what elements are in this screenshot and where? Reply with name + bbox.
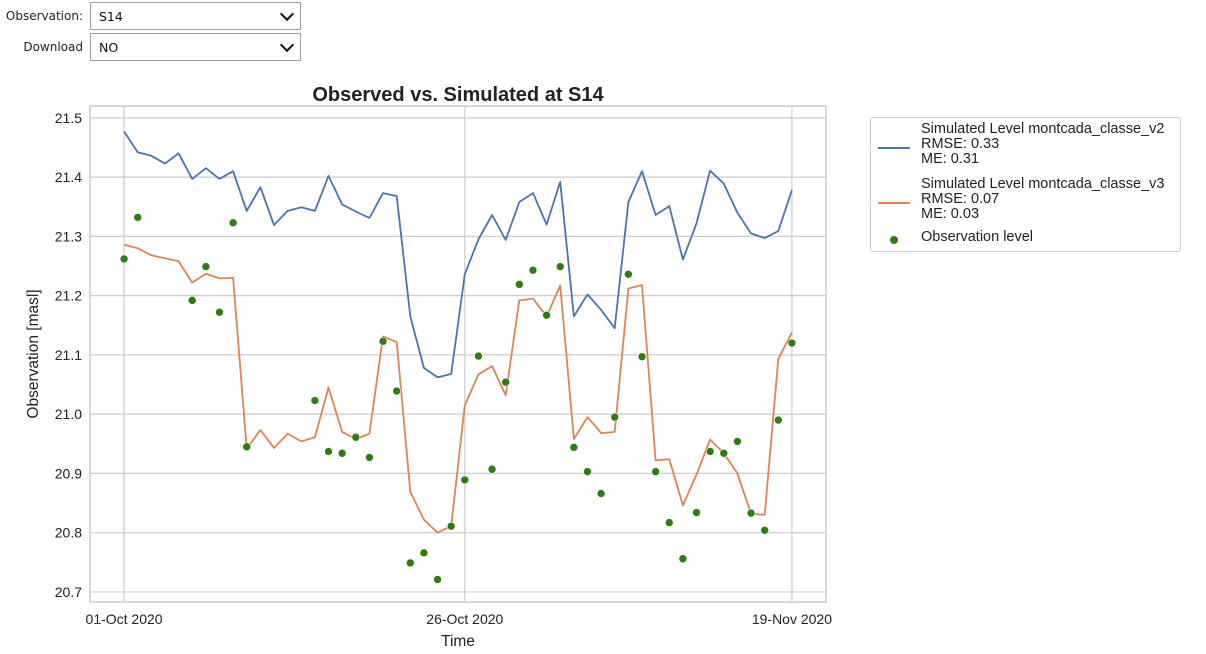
download-label: Download (23, 40, 83, 54)
y-tick-label: 21.4 (55, 169, 82, 185)
download-value: NO (99, 39, 119, 55)
observation-point (378, 336, 388, 346)
observation-point (433, 575, 442, 584)
x-tick-label: 26-Oct 2020 (426, 611, 503, 627)
x-tick-label: 01-Oct 2020 (86, 611, 163, 627)
legend-item-v3: Simulated Level montcada_classe_v3 RMSE:… (871, 177, 1164, 222)
observation-point (487, 464, 497, 474)
legend-me: ME: 0.31 (921, 151, 980, 167)
y-tick-label: 20.9 (55, 465, 82, 481)
y-tick-label: 20.8 (55, 525, 82, 541)
legend-label: Simulated Level montcada_classe_v2 (921, 121, 1165, 137)
legend-rmse: RMSE: 0.07 (921, 191, 1000, 207)
legend-rmse: RMSE: 0.33 (921, 136, 1000, 152)
observation-value: S14 (99, 8, 123, 24)
observation-point (555, 262, 565, 271)
observation-widget: Observation: S14 (0, 1, 301, 31)
observation-point (542, 310, 551, 320)
observation-point (310, 396, 320, 405)
legend-item-observation: Observation level (871, 230, 1033, 245)
observation-point (228, 218, 238, 228)
observation-point (392, 386, 401, 396)
observation-point (474, 351, 483, 361)
observation-point (446, 521, 456, 531)
y-axis-label: Observation [masl] (25, 289, 42, 418)
observation-point (133, 213, 143, 222)
observation-point (610, 412, 620, 422)
observation-point (337, 448, 347, 458)
download-select[interactable]: NO (90, 33, 301, 61)
observation-point (637, 352, 647, 361)
chart-title: Observed vs. Simulated at S14 (312, 84, 604, 106)
plot-frame (89, 105, 827, 603)
observation-point (324, 447, 333, 456)
observation-point (678, 554, 688, 564)
legend-label: Simulated Level montcada_classe_v3 (921, 176, 1165, 192)
y-tick-label: 21.3 (55, 228, 82, 244)
observation-point (569, 443, 579, 452)
y-tick-label: 21.2 (55, 288, 82, 304)
observation-point (719, 448, 729, 458)
legend-line-v2 (878, 147, 910, 149)
observation-point (515, 280, 524, 289)
observation-point (624, 269, 633, 279)
observation-point (787, 338, 797, 348)
observation-point (705, 447, 715, 456)
observation-point (215, 307, 224, 317)
legend-dot-observation (890, 236, 898, 244)
observation-point (528, 265, 538, 275)
observation-point (664, 518, 674, 527)
observation-point (746, 508, 756, 518)
observation-point (733, 437, 742, 446)
y-tick-label: 21.0 (55, 406, 82, 422)
observation-point (187, 296, 197, 305)
observation-point (365, 453, 374, 462)
observation-point (596, 489, 606, 498)
observation-point (119, 254, 129, 264)
legend: Simulated Level montcada_classe_v2 RMSE:… (870, 117, 1181, 252)
x-axis-label: Time (441, 633, 475, 650)
observation-point (201, 262, 211, 271)
observation-point (651, 467, 660, 476)
y-tick-label: 20.7 (55, 584, 82, 600)
legend-item-v2: Simulated Level montcada_classe_v2 RMSE:… (871, 122, 1164, 167)
observation-point (692, 508, 701, 517)
y-tick-label: 21.1 (55, 347, 82, 363)
observation-point (242, 442, 252, 452)
observation-point (773, 415, 783, 425)
series-line-v3 (123, 243, 793, 534)
observation-label: Observation: (5, 9, 83, 23)
observation-select[interactable]: S14 (90, 2, 301, 30)
observation-point (351, 432, 361, 442)
observation-point (760, 525, 769, 535)
legend-me: ME: 0.03 (921, 206, 980, 222)
legend-label: Observation level (921, 229, 1034, 245)
observation-point (501, 377, 511, 387)
x-tick-label: 19-Nov 2020 (752, 611, 832, 627)
observation-point (460, 475, 470, 485)
series-line-v2 (123, 131, 793, 379)
observation-point (405, 558, 415, 568)
observation-point (419, 548, 429, 558)
observation-point (583, 467, 592, 476)
y-tick-label: 21.5 (55, 110, 82, 126)
download-widget: Download NO (0, 32, 301, 62)
legend-line-v3 (878, 202, 910, 204)
